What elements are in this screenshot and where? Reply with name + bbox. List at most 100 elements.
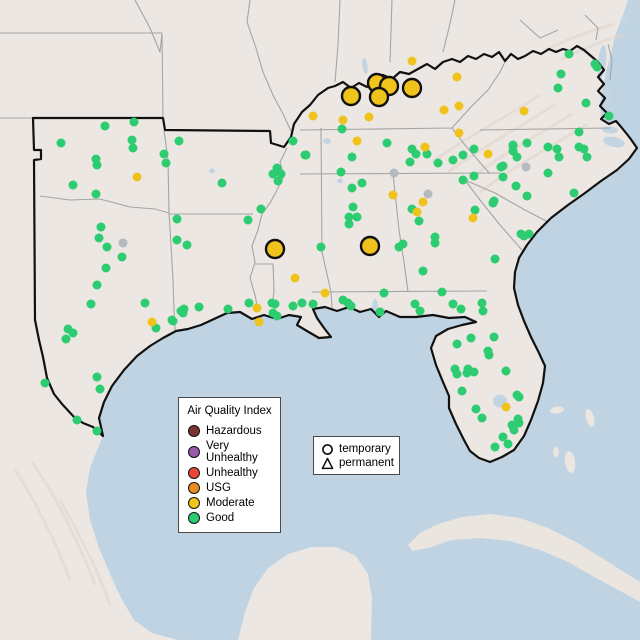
- station-marker-good[interactable]: [496, 162, 506, 172]
- station-marker-good[interactable]: [348, 202, 358, 212]
- station-marker-good[interactable]: [129, 117, 139, 127]
- station-marker-good[interactable]: [452, 339, 462, 349]
- station-marker-good[interactable]: [92, 160, 102, 170]
- station-marker-good[interactable]: [347, 152, 357, 162]
- station-marker-good[interactable]: [92, 372, 102, 382]
- station-marker-good[interactable]: [140, 298, 150, 308]
- station-marker-good[interactable]: [375, 307, 385, 317]
- temporary-station-marker-moderate[interactable]: [368, 86, 390, 108]
- station-marker-good[interactable]: [68, 180, 78, 190]
- station-marker-moderate[interactable]: [418, 197, 428, 207]
- station-marker-good[interactable]: [382, 138, 392, 148]
- station-marker-good[interactable]: [414, 216, 424, 226]
- station-marker-moderate[interactable]: [468, 213, 478, 223]
- station-marker-good[interactable]: [194, 302, 204, 312]
- station-marker-good[interactable]: [462, 368, 472, 378]
- station-marker-moderate[interactable]: [320, 288, 330, 298]
- station-marker-moderate[interactable]: [407, 56, 417, 66]
- station-marker-no-data[interactable]: [389, 168, 399, 178]
- station-marker-good[interactable]: [174, 136, 184, 146]
- station-marker-good[interactable]: [101, 263, 111, 273]
- station-marker-good[interactable]: [405, 157, 415, 167]
- station-marker-good[interactable]: [346, 301, 356, 311]
- station-marker-good[interactable]: [161, 158, 171, 168]
- station-marker-good[interactable]: [490, 442, 500, 452]
- station-marker-good[interactable]: [96, 222, 106, 232]
- station-marker-good[interactable]: [102, 242, 112, 252]
- station-marker-good[interactable]: [543, 142, 553, 152]
- station-marker-good[interactable]: [457, 386, 467, 396]
- station-marker-good[interactable]: [471, 404, 481, 414]
- station-marker-moderate[interactable]: [454, 101, 464, 111]
- station-marker-good[interactable]: [477, 298, 487, 308]
- station-marker-good[interactable]: [337, 124, 347, 134]
- station-marker-good[interactable]: [422, 149, 432, 159]
- station-marker-moderate[interactable]: [483, 149, 493, 159]
- station-marker-good[interactable]: [522, 191, 532, 201]
- station-marker-good[interactable]: [498, 432, 508, 442]
- station-marker-good[interactable]: [556, 69, 566, 79]
- station-marker-good[interactable]: [167, 315, 177, 325]
- station-marker-good[interactable]: [128, 143, 138, 153]
- station-marker-good[interactable]: [514, 392, 524, 402]
- station-marker-good[interactable]: [92, 426, 102, 436]
- station-marker-moderate[interactable]: [147, 317, 157, 327]
- station-marker-good[interactable]: [490, 254, 500, 264]
- station-marker-good[interactable]: [581, 98, 591, 108]
- station-marker-good[interactable]: [522, 138, 532, 148]
- station-marker-no-data[interactable]: [118, 238, 128, 248]
- station-marker-good[interactable]: [592, 62, 602, 72]
- station-marker-good[interactable]: [273, 176, 283, 186]
- station-marker-good[interactable]: [347, 183, 357, 193]
- station-marker-good[interactable]: [448, 299, 458, 309]
- station-marker-good[interactable]: [564, 49, 574, 59]
- station-marker-good[interactable]: [569, 188, 579, 198]
- station-marker-good[interactable]: [469, 144, 479, 154]
- station-marker-good[interactable]: [316, 242, 326, 252]
- station-marker-good[interactable]: [501, 366, 511, 376]
- station-marker-good[interactable]: [415, 306, 425, 316]
- station-marker-good[interactable]: [288, 136, 298, 146]
- station-marker-good[interactable]: [458, 150, 468, 160]
- station-marker-good[interactable]: [301, 150, 311, 160]
- station-marker-good[interactable]: [503, 439, 513, 449]
- station-marker-good[interactable]: [352, 212, 362, 222]
- station-marker-good[interactable]: [452, 369, 462, 379]
- station-marker-good[interactable]: [553, 83, 563, 93]
- station-marker-good[interactable]: [579, 144, 589, 154]
- station-marker-good[interactable]: [86, 299, 96, 309]
- station-marker-good[interactable]: [256, 204, 266, 214]
- station-marker-good[interactable]: [410, 299, 420, 309]
- station-marker-good[interactable]: [469, 171, 479, 181]
- station-marker-good[interactable]: [244, 298, 254, 308]
- station-marker-good[interactable]: [456, 304, 466, 314]
- station-marker-good[interactable]: [574, 127, 584, 137]
- station-marker-good[interactable]: [458, 175, 468, 185]
- station-marker-good[interactable]: [40, 378, 50, 388]
- station-marker-moderate[interactable]: [519, 106, 529, 116]
- station-marker-good[interactable]: [379, 288, 389, 298]
- station-marker-good[interactable]: [68, 328, 78, 338]
- station-marker-moderate[interactable]: [252, 303, 262, 313]
- station-marker-good[interactable]: [477, 413, 487, 423]
- station-marker-good[interactable]: [484, 350, 494, 360]
- station-marker-good[interactable]: [498, 172, 508, 182]
- station-marker-good[interactable]: [344, 212, 354, 222]
- station-marker-moderate[interactable]: [388, 190, 398, 200]
- station-marker-moderate[interactable]: [439, 105, 449, 115]
- station-marker-good[interactable]: [159, 149, 169, 159]
- station-marker-good[interactable]: [308, 299, 318, 309]
- station-marker-good[interactable]: [357, 178, 367, 188]
- temporary-station-marker-moderate[interactable]: [359, 235, 381, 257]
- station-marker-moderate[interactable]: [290, 273, 300, 283]
- station-marker-good[interactable]: [336, 167, 346, 177]
- station-marker-moderate[interactable]: [254, 317, 264, 327]
- station-marker-good[interactable]: [100, 121, 110, 131]
- station-marker-good[interactable]: [437, 287, 447, 297]
- station-marker-good[interactable]: [61, 334, 71, 344]
- station-marker-good[interactable]: [433, 158, 443, 168]
- station-marker-good[interactable]: [448, 155, 458, 165]
- station-marker-good[interactable]: [411, 149, 421, 159]
- station-marker-good[interactable]: [554, 152, 564, 162]
